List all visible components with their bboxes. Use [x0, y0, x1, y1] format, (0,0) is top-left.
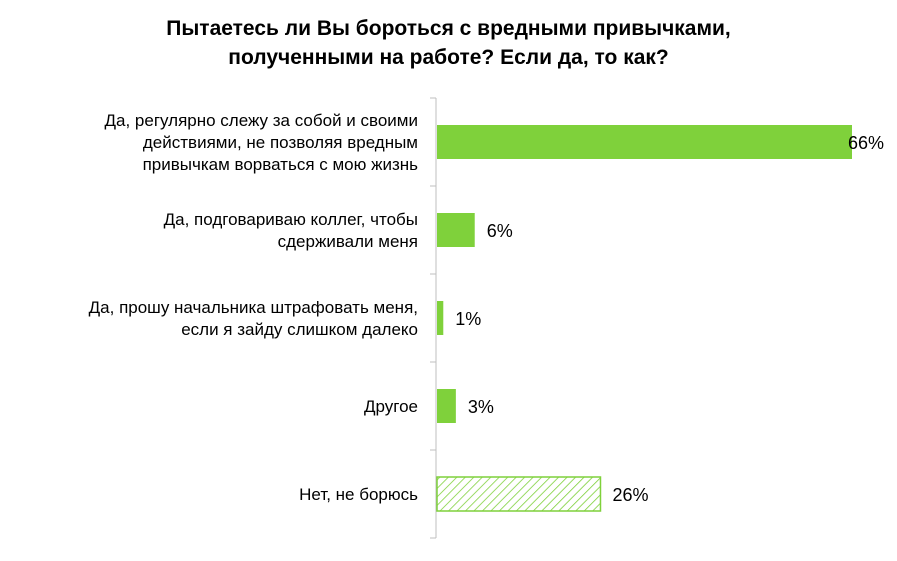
value-label-1: 6%	[487, 221, 513, 241]
value-label-2: 1%	[455, 309, 481, 329]
value-label-4: 26%	[612, 485, 648, 505]
bar-3	[437, 389, 456, 423]
category-label-4: Нет, не борюсь	[299, 485, 418, 504]
chart-title: Пытаетесь ли Вы бороться с вредными прив…	[166, 17, 731, 69]
bar-4	[436, 476, 602, 512]
bar-0	[437, 125, 852, 159]
bar-2	[437, 301, 444, 335]
category-label-0: Да, регулярно слежу за собой и своими дей…	[105, 111, 419, 174]
value-label-0: 66%	[848, 133, 884, 153]
bar-1	[437, 213, 475, 247]
category-label-1: Да, подговариваю коллег, чтобы сдерживали…	[164, 210, 418, 251]
value-label-3: 3%	[468, 397, 494, 417]
category-label-3: Другое	[364, 397, 418, 416]
category-label-2: Да, прошу начальника штрафовать меня, есл…	[89, 298, 418, 339]
